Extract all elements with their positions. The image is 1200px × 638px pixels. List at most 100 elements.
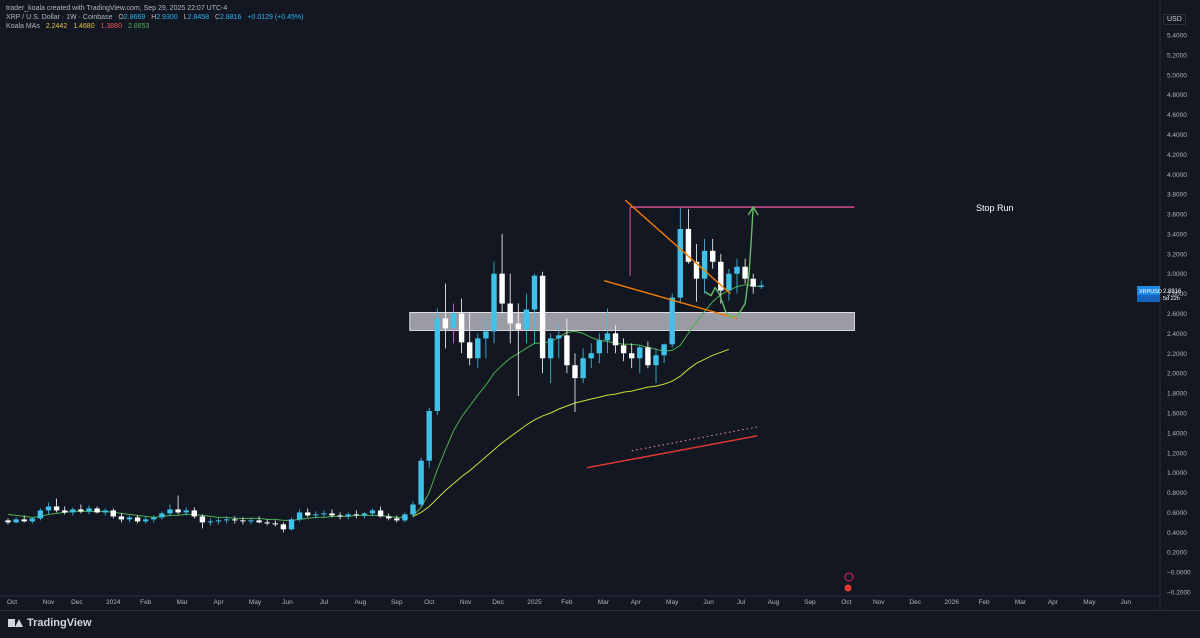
candle — [143, 516, 149, 524]
candle — [661, 343, 667, 364]
candle-body — [612, 333, 619, 346]
candle — [394, 515, 400, 523]
time-tick-label: May — [666, 599, 679, 606]
ohlc-high-label: H — [151, 14, 157, 21]
candle — [564, 318, 570, 374]
support-zone — [409, 312, 855, 331]
candle-body — [126, 517, 133, 520]
candle-body — [491, 273, 497, 332]
candle-body — [669, 297, 675, 345]
time-tick-label: Nov — [43, 599, 55, 606]
price-tick-label: 3.8000 — [1167, 192, 1187, 199]
price-tick-label: 1.0000 — [1167, 470, 1187, 477]
price-tick-label: 4.4000 — [1167, 132, 1187, 139]
candle — [645, 341, 651, 369]
time-tick-label: Jul — [737, 599, 746, 606]
candle — [151, 515, 157, 523]
candle — [353, 510, 359, 519]
price-tick-label: 0.4000 — [1167, 530, 1187, 537]
event-marker-icon[interactable] — [844, 572, 854, 582]
ohlc-open-label: O — [118, 14, 124, 21]
currency-label[interactable]: USD — [1163, 14, 1186, 25]
candle-body — [345, 514, 351, 517]
candle — [288, 517, 295, 531]
time-scale[interactable]: Oct Nov Dec 2024 Feb Mar Apr May Jun Jul Aug Sep Oct… — [7, 599, 1131, 606]
tradingview-logo[interactable]: TradingView — [8, 617, 92, 629]
candle-body — [305, 512, 311, 516]
price-tick-label: 3.6000 — [1167, 212, 1187, 219]
candle-body — [450, 313, 457, 329]
time-tick-label: Apr — [631, 599, 642, 606]
candle — [572, 353, 578, 412]
price-tick-label: 2.6000 — [1167, 311, 1187, 318]
price-tick-label: 2.8000 — [1167, 291, 1187, 298]
candle-body — [151, 517, 157, 520]
time-tick-label: Oct — [841, 599, 851, 606]
price-tick-label: 3.0000 — [1167, 271, 1187, 278]
candle — [467, 313, 473, 366]
indicator-legend[interactable]: Koala MAs 2.2442 1.4680 1.3880 2.8653 — [6, 22, 303, 31]
candle-body — [94, 508, 100, 513]
candle-body — [507, 303, 513, 324]
candle — [167, 504, 173, 517]
candle-body — [604, 333, 611, 341]
candle — [337, 512, 343, 520]
candle-body — [710, 250, 716, 262]
event-markers[interactable] — [844, 572, 854, 592]
candle-body — [272, 523, 278, 525]
candle-body — [418, 460, 424, 505]
candle — [215, 517, 222, 525]
candle-body — [677, 228, 683, 298]
candle — [556, 323, 562, 359]
candle-body — [118, 516, 125, 520]
candle — [588, 343, 594, 369]
candle — [629, 343, 635, 369]
candle-body — [313, 514, 319, 516]
indicator-value-4: 2.8653 — [127, 23, 150, 30]
time-tick-label: Feb — [561, 599, 573, 606]
bar-countdown: 5d 22h — [1163, 296, 1180, 302]
candle-body — [199, 516, 206, 523]
candle-body — [240, 520, 246, 522]
candle-body — [596, 340, 602, 354]
candle — [515, 303, 521, 397]
time-tick-label: Oct — [7, 599, 17, 606]
price-tick-label: 3.4000 — [1167, 231, 1187, 238]
candle-body — [467, 342, 473, 359]
symbol-legend[interactable]: XRP / U.S. Dollar · 1W · Coinbase O2.866… — [6, 13, 303, 22]
candle-body — [653, 355, 659, 366]
ohlc-change: +0.0129 (+0.45%) — [247, 14, 304, 21]
price-tick-label: 4.6000 — [1167, 112, 1187, 119]
candle-body — [750, 278, 756, 287]
candle — [386, 513, 392, 521]
time-tick-label: Mar — [1015, 599, 1027, 606]
ohlc-high: 2.9300 — [156, 14, 178, 21]
dividend-marker-icon[interactable] — [844, 584, 852, 592]
price-tick-label: 1.4000 — [1167, 430, 1187, 437]
time-tick-label: Oct — [424, 599, 434, 606]
candle — [369, 508, 376, 517]
candle — [361, 512, 368, 519]
price-tick-label: 5.4000 — [1167, 33, 1187, 40]
ohlc-low-label: L — [183, 14, 188, 21]
candle-body — [475, 338, 481, 359]
price-tick-label: 0.2000 — [1167, 550, 1187, 557]
time-tick-label: Dec — [71, 599, 83, 606]
symbol-title[interactable]: XRP / U.S. Dollar · 1W · Coinbase — [6, 14, 113, 21]
candle-body — [86, 508, 92, 512]
indicator-name[interactable]: Koala MAs — [6, 23, 40, 30]
candle-body — [248, 520, 254, 522]
candle — [523, 293, 530, 344]
time-tick-label: 2024 — [106, 599, 121, 606]
candle — [669, 293, 675, 348]
candle — [183, 507, 189, 516]
candle-body — [693, 261, 700, 279]
candle-body — [183, 510, 189, 513]
candle-body — [734, 266, 740, 274]
price-scale[interactable]: 5.4000 5.2000 5.0000 4.8000 4.6000 4.4000 4.20… — [1167, 33, 1191, 597]
candle-body — [264, 522, 270, 524]
time-tick-label: Dec — [909, 599, 921, 606]
candle — [13, 517, 19, 524]
candle-body — [394, 518, 400, 521]
